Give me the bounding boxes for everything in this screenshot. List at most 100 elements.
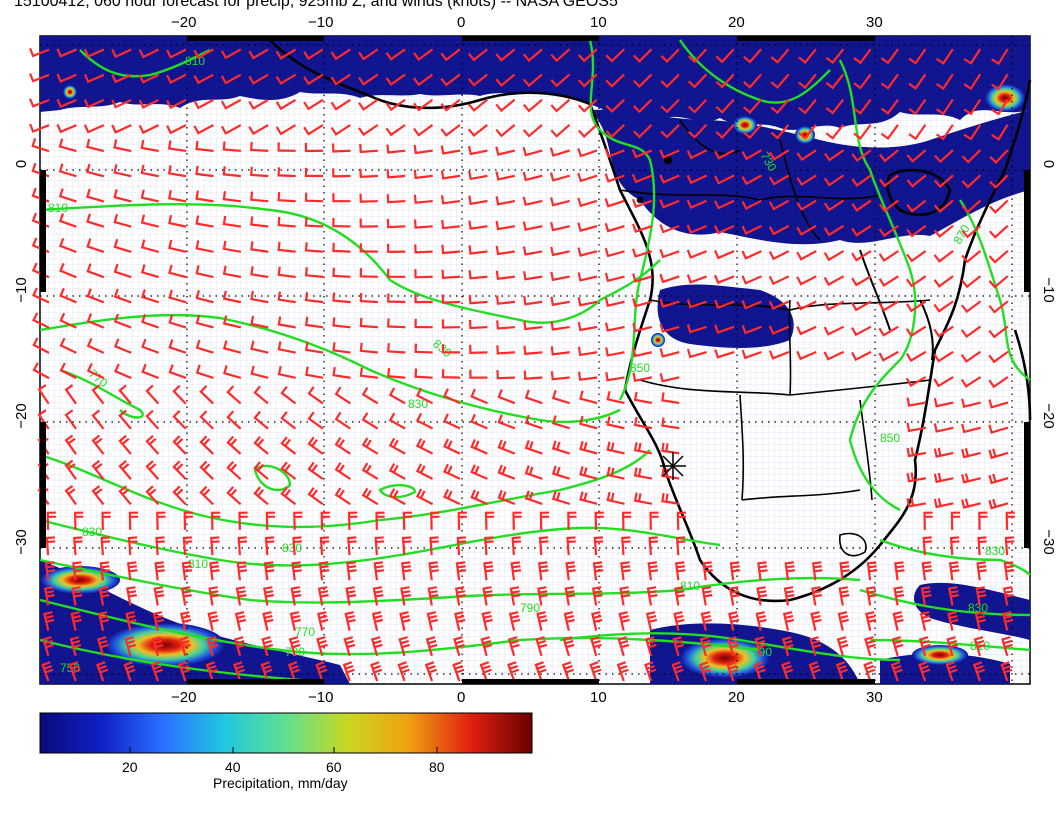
wind-barb [248,48,269,60]
wind-barb [577,321,598,332]
wind-barb [878,325,899,337]
wind-barb [32,362,50,380]
wind-barb [741,349,762,360]
wind-barb [428,561,439,581]
wind-barb [56,123,77,134]
wind-barb [715,73,735,89]
wind-barb [304,291,324,304]
wind-barb [961,174,982,189]
wind-barb [905,350,927,363]
wind-barb [304,267,324,278]
axis-labels-top: −20 −10 0 10 20 30 [171,14,883,31]
wind-barb [440,98,461,112]
contour-line [79,48,211,78]
wind-barb [468,295,488,305]
colorbar-tick-label: 60 [326,759,342,775]
wind-barb [906,174,927,188]
wind-barb [825,124,845,140]
wind-barb [415,438,434,455]
wind-barb [906,275,927,288]
wind-barb [83,98,105,109]
wind-barb [193,73,214,85]
wind-barb [823,325,845,336]
wind-barb [741,199,762,210]
wind-barb [275,98,297,111]
wind-barb [495,98,516,113]
wind-barb [906,250,927,263]
wind-barb [950,511,961,530]
wind-barb [727,636,739,657]
lat-label: −10 [1040,277,1056,302]
wind-barb [86,188,105,203]
wind-barb [507,661,520,682]
wind-barb [605,98,625,113]
wind-barb [524,465,543,480]
wind-barb [741,174,762,186]
wind-barb [495,171,516,181]
wind-barb [524,490,543,505]
wind-barb [358,98,379,111]
wind-barb [141,363,160,380]
wind-barb [386,144,406,154]
precip-maximum [733,116,757,134]
wind-barb [238,511,248,530]
lon-label: 20 [728,689,745,706]
wind-barb [72,561,83,581]
wind-barb [534,661,547,682]
wind-barb [307,386,324,405]
wind-barb [68,661,81,682]
wind-barb [441,344,461,354]
wind-barb [649,511,659,530]
wind-barb [781,636,794,657]
wind-barb [577,297,598,307]
wind-barb [659,273,680,284]
wind-barb [29,73,50,83]
wind-barb [91,384,105,405]
wind-barb [606,491,625,505]
contour-line [59,368,144,419]
wind-barb [43,586,55,606]
wind-barb [687,48,708,64]
wind-barb [58,138,77,153]
wind-barb [277,266,296,279]
wind-barb [1000,661,1013,682]
wind-barb [413,169,433,180]
wind-barb [851,224,872,237]
contour-line [39,598,761,656]
wind-barb [618,611,630,631]
wind-barb [250,191,269,203]
wind-barb [781,661,794,682]
wind-barb [686,274,708,284]
wind-barb [522,98,543,113]
wind-barb [70,611,82,631]
wind-barb [865,586,877,606]
wind-barb [250,216,269,228]
wind-barb [933,275,954,288]
wind-barb [260,661,273,682]
wind-barb [195,289,214,304]
contour-label: 790 [752,645,772,659]
wind-barb [605,124,625,139]
axis-labels-left: 0 −10 −20 −30 [13,160,30,555]
wind-barb [796,149,817,162]
wind-barb [452,661,465,682]
lat-label: −30 [1040,529,1056,554]
wind-barb [414,318,433,329]
wind-barb [714,349,735,359]
wind-barb [961,448,981,459]
wind-barb [100,536,111,556]
wind-barb [220,98,242,110]
wind-barb [550,371,570,381]
wind-barb [172,410,187,430]
wind-barb [754,636,767,657]
wind-barb [96,661,109,682]
wind-barb [388,387,406,405]
contour-label: 850 [880,431,900,445]
map-title: 15100412, 060 hour forecast for precip, … [14,0,618,10]
wind-barb [468,170,488,181]
wind-barb [222,315,242,329]
wind-barb [388,412,406,430]
wind-barb [714,249,735,260]
wind-barb [441,244,461,255]
wind-barb [838,586,850,606]
